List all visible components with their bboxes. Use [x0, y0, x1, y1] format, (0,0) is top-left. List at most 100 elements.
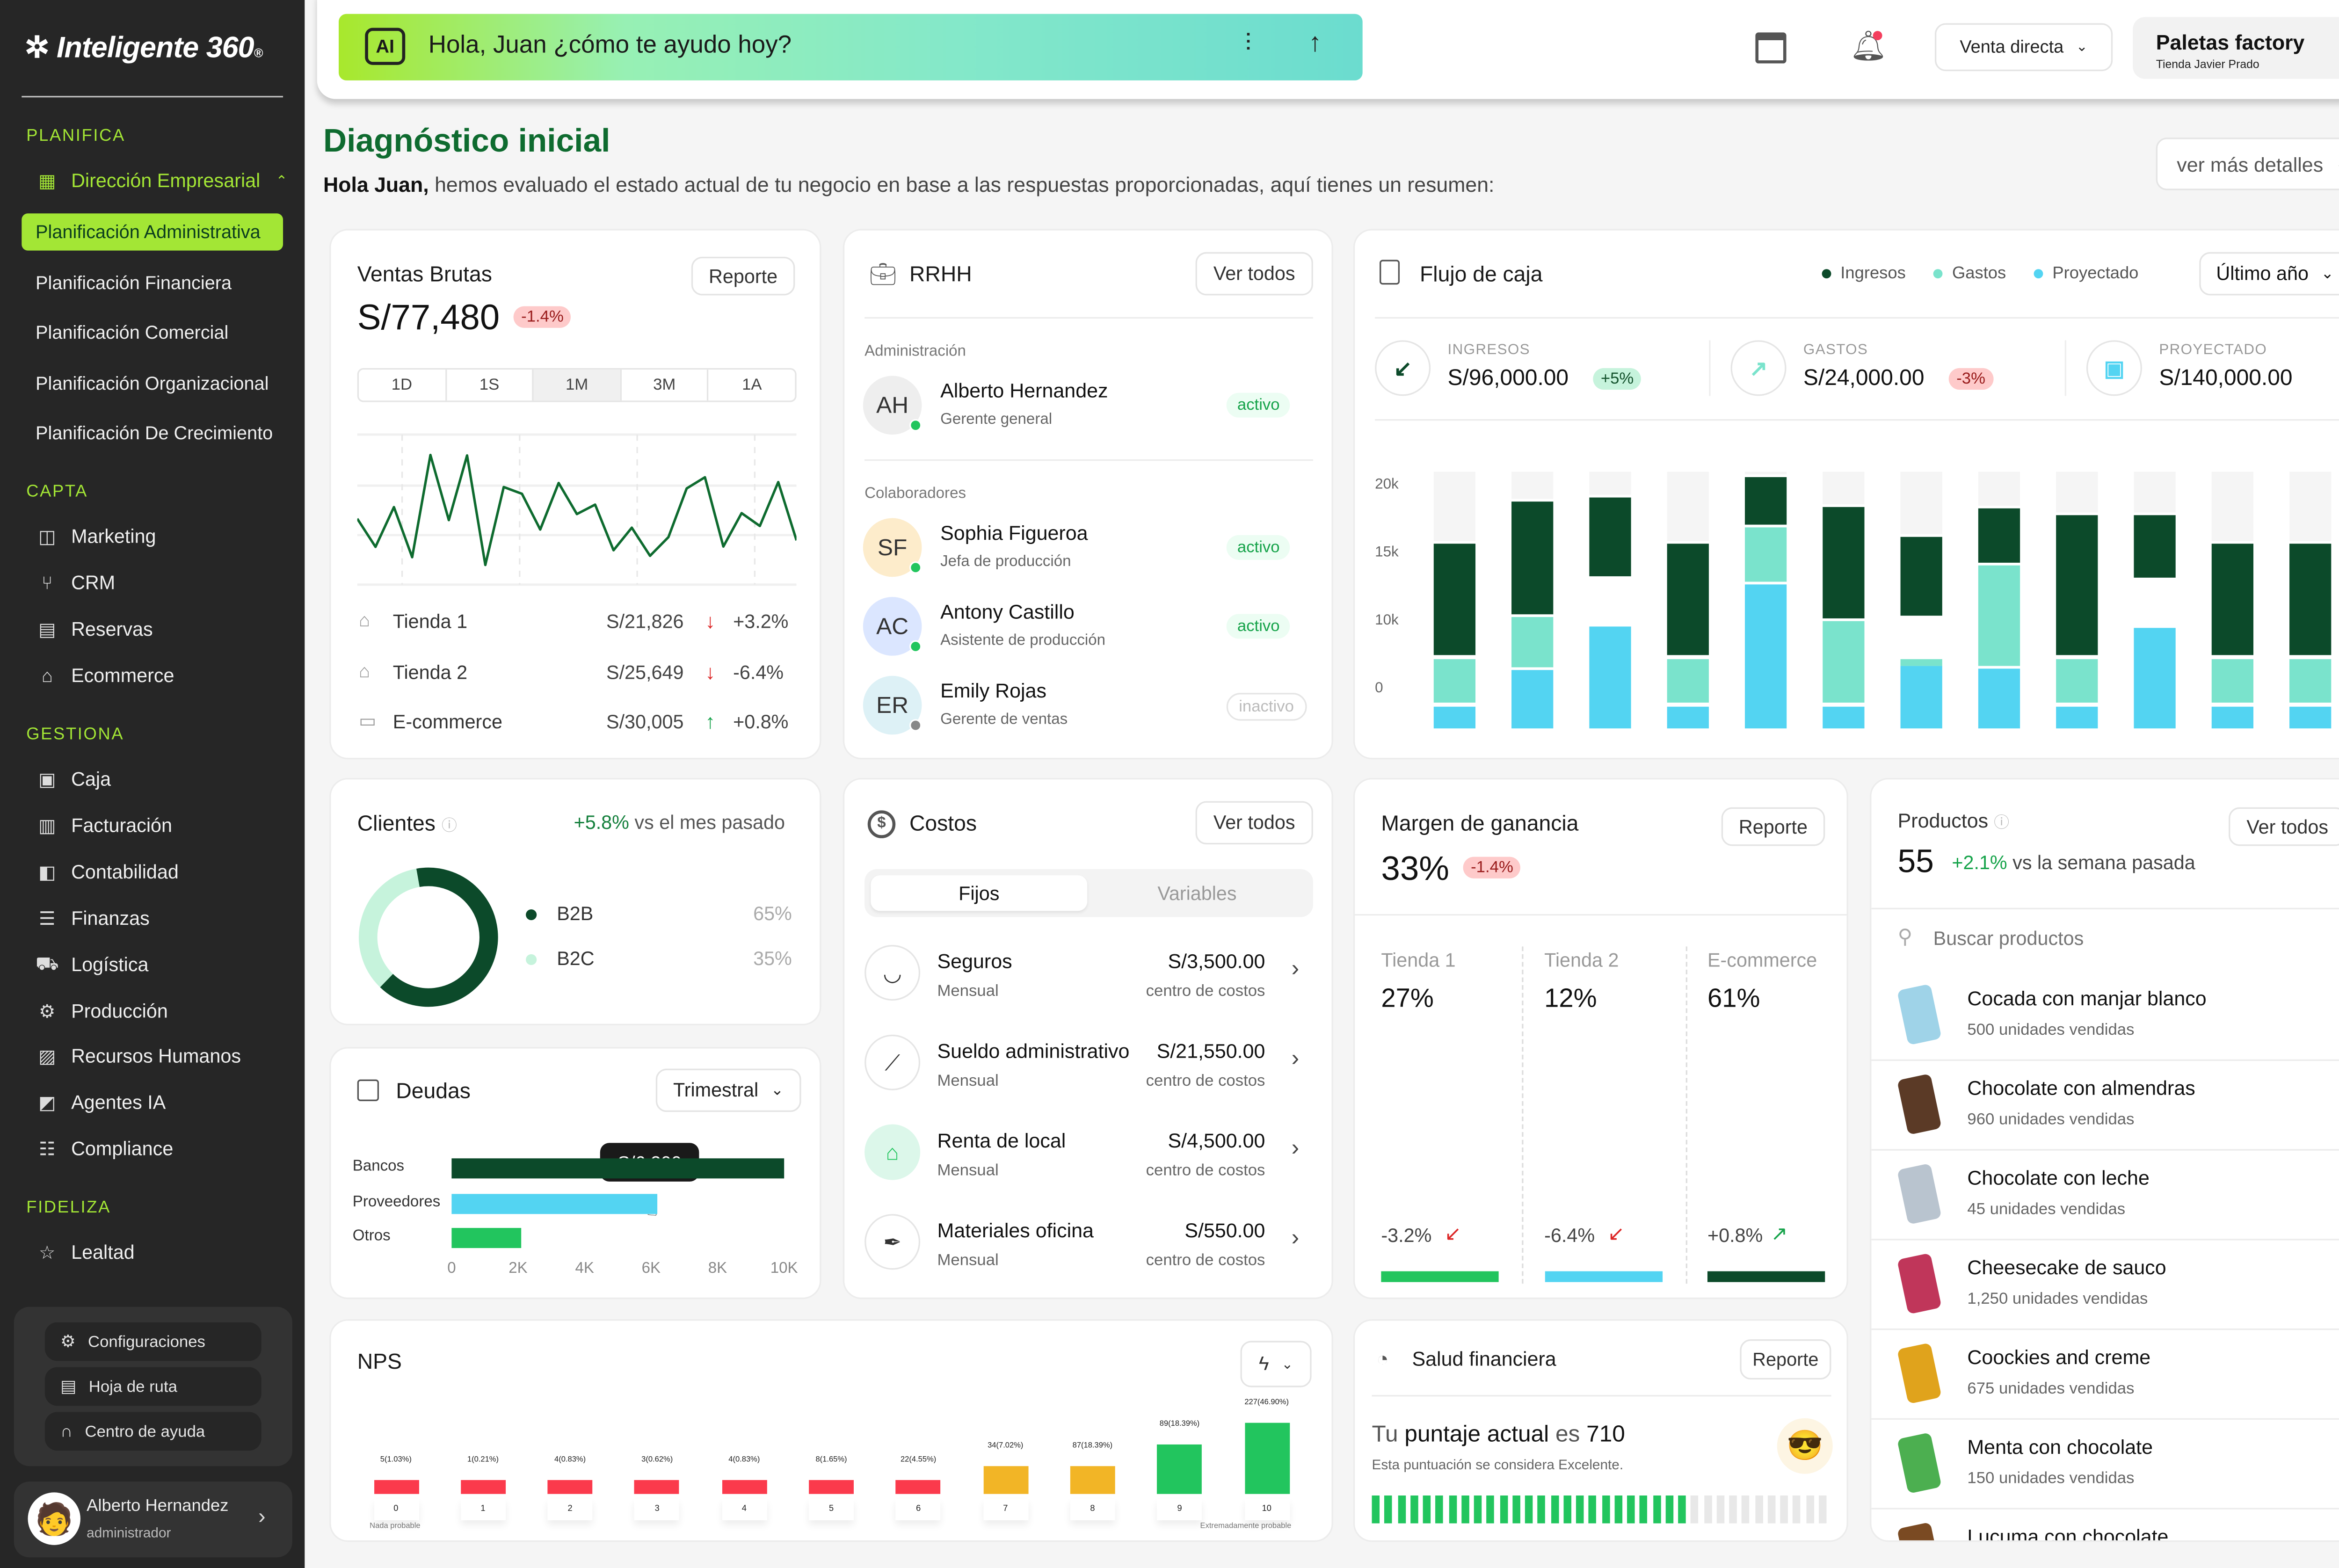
sidebar-item-dirección-empresarial[interactable]: ▦ Dirección Empresarial ⌃	[36, 164, 287, 198]
view-all-button[interactable]: Ver todos	[2229, 807, 2339, 846]
avatar: AC	[863, 597, 922, 656]
product-name[interactable]: Cheesecake de sauco	[1967, 1256, 2166, 1279]
tab-fijos[interactable]: Fijos	[871, 875, 1088, 911]
period-dropdown[interactable]: Último año ⌄	[2199, 252, 2339, 296]
chevron-down-icon: ⌄	[2076, 38, 2088, 54]
info-icon[interactable]: ⓘ	[441, 818, 457, 835]
ai-assistant-bar[interactable]: AI Hola, Juan ¿cómo te ayudo hoy? ⫶ ↑	[339, 14, 1363, 80]
sidebar-item-compliance[interactable]: ☷ Compliance	[36, 1132, 173, 1167]
top-header: AI Hola, Juan ¿cómo te ayudo hoy? ⫶ ↑ 🔔︎…	[317, 0, 2339, 99]
sidebar-item-caja[interactable]: ▣ Caja	[36, 762, 111, 797]
bar-ingresos	[2134, 515, 2176, 578]
star-icon: ☆	[39, 1241, 56, 1264]
send-arrow-icon[interactable]: ↑	[1308, 28, 1322, 58]
sidebar-item-facturación[interactable]: ▥ Facturación	[36, 809, 172, 843]
period-dropdown[interactable]: Trimestral ⌄	[655, 1068, 801, 1112]
sidebar-subitem[interactable]: Planificación Administrativa	[22, 213, 283, 251]
calendar-icon[interactable]	[1755, 32, 1787, 64]
sidebar-item-recursos-humanos[interactable]: ▨ Recursos Humanos	[36, 1040, 241, 1074]
channel-dropdown[interactable]: Venta directa ⌄	[1934, 23, 2113, 72]
score-segment-filled	[1499, 1495, 1508, 1524]
sales-trend-line	[357, 454, 797, 566]
product-image	[1896, 1432, 1942, 1494]
x-tick-label: 8K	[708, 1260, 727, 1278]
range-tab-1A[interactable]: 1A	[707, 370, 795, 401]
bar-background	[1823, 472, 1865, 505]
store-change: -3.2%	[1381, 1225, 1432, 1247]
sidebar-item-contabilidad[interactable]: ◧ Contabilidad	[36, 855, 179, 889]
factory-icon: ⚙	[39, 1000, 56, 1022]
chevron-right-icon[interactable]: ›	[1291, 1045, 1300, 1072]
sidebar-item-label: Compliance	[71, 1138, 174, 1161]
product-name[interactable]: Coockies and creme	[1967, 1345, 2151, 1369]
score-segment-filled	[1589, 1495, 1597, 1524]
ventas-brutas-card: Ventas Brutas Reporte S/77,480 -1.4% 1D 1…	[329, 229, 821, 760]
button-label: Configuraciones	[88, 1332, 205, 1351]
sidebar-item-crm[interactable]: ⑂ CRM	[36, 566, 115, 600]
pen-icon: ✒	[864, 1214, 921, 1270]
sidebar-item-producción[interactable]: ⚙ Producción	[36, 994, 168, 1028]
range-tab-1D[interactable]: 1D	[391, 376, 413, 395]
product-name[interactable]: Chocolate con leche	[1967, 1166, 2150, 1190]
sidebar-subitem[interactable]: Planificación De Crecimiento	[36, 422, 273, 444]
chevron-right-icon[interactable]: ›	[1291, 956, 1300, 982]
segment-name: B2B	[557, 903, 594, 925]
sidebar-subitem[interactable]: Planificación Comercial	[36, 321, 229, 343]
sidebar-item-finanzas[interactable]: ☰ Finanzas	[36, 901, 150, 935]
brand-logo[interactable]: ✲ Inteligente 360®	[24, 32, 263, 65]
tab-variables[interactable]: Variables	[1157, 882, 1237, 904]
footer-configuraciones-button[interactable]: ⚙ Configuraciones	[44, 1322, 262, 1361]
sidebar-item-reservas[interactable]: ▤ Reservas	[36, 612, 153, 646]
user-profile[interactable]: 🧑 Alberto Hernandez administrador ›	[14, 1481, 292, 1558]
person-name: Alberto Hernandez	[940, 378, 1108, 402]
ai-prompt-input[interactable]: Hola, Juan ¿cómo te ayudo hoy?	[428, 32, 792, 59]
nps-score-label: 7	[983, 1498, 1028, 1520]
store-name: Tienda 1	[392, 610, 468, 633]
kpi-change-badge: +5%	[1593, 368, 1642, 390]
voice-icon[interactable]: ⫶	[1245, 31, 1251, 58]
score-segment-filled	[1423, 1495, 1431, 1524]
nps-bar-label: 8(1.65%)	[815, 1455, 847, 1465]
sidebar-item-marketing[interactable]: ◫ Marketing	[36, 520, 156, 554]
footer-centro-de-ayuda-button[interactable]: ∩ Centro de ayuda	[44, 1412, 262, 1451]
kpi-value: S/140,000.00	[2159, 366, 2293, 392]
sidebar-item-agentes-ia[interactable]: ◩ Agentes IA	[36, 1086, 166, 1120]
rrhh-card: 💼︎ RRHH Ver todos Administración Colabor…	[843, 229, 1333, 760]
range-tab-1M[interactable]: 1M	[532, 370, 620, 401]
company-switcher[interactable]: Paletas factory Tienda Javier Prado	[2133, 17, 2339, 79]
range-tab-3M[interactable]: 3M	[620, 370, 707, 401]
sidebar-item-logística[interactable]: ⛟ Logística	[36, 947, 148, 981]
sidebar-item-ecommerce[interactable]: ⌂ Ecommerce	[36, 658, 174, 692]
bar-proyectado	[1823, 706, 1865, 729]
store-name: Tienda 1	[1381, 949, 1456, 972]
report-button[interactable]: Reporte	[1740, 1339, 1831, 1380]
view-all-button[interactable]: Ver todos	[1195, 252, 1313, 296]
salud-financiera-card: ◔ Salud financiera Reporte Tu puntaje ac…	[1353, 1319, 1848, 1542]
product-name[interactable]: Lucuma con chocolate	[1967, 1524, 2169, 1542]
sidebar-subitem[interactable]: Planificación Financiera	[36, 271, 232, 293]
chevron-right-icon[interactable]: ›	[1291, 1225, 1300, 1251]
divider	[1871, 1328, 2339, 1330]
report-button[interactable]: Reporte	[691, 256, 795, 296]
view-all-button[interactable]: Ver todos	[1195, 801, 1313, 845]
sidebar-item-lealtad[interactable]: ☆ Lealtad	[36, 1236, 135, 1270]
product-name[interactable]: Menta con chocolate	[1967, 1435, 2153, 1459]
score-segment-filled	[1435, 1495, 1444, 1524]
person-name: Antony Castillo	[940, 600, 1075, 624]
kpi-change-badge: -3%	[1948, 368, 1993, 390]
report-button[interactable]: Reporte	[1721, 807, 1825, 846]
sidebar-subitem[interactable]: Planificación Organizacional	[36, 372, 269, 394]
product-name[interactable]: Chocolate con almendras	[1967, 1076, 2195, 1100]
chevron-right-icon[interactable]: ›	[1291, 1135, 1300, 1161]
nps-bar-label: 5(1.03%)	[380, 1455, 412, 1465]
product-name[interactable]: Cocada con manjar blanco	[1967, 987, 2207, 1010]
more-details-dropdown[interactable]: ver más detalles⌄	[2156, 138, 2339, 190]
legend-item: Gastos	[1933, 264, 2006, 283]
nps-filter-dropdown[interactable]: ϟ ⌄	[1240, 1341, 1312, 1387]
range-tab-1S[interactable]: 1S	[444, 370, 532, 401]
footer-hoja-de-ruta-button[interactable]: ▤ Hoja de ruta	[44, 1367, 262, 1406]
info-icon[interactable]: ⓘ	[1994, 815, 2010, 832]
product-search-input[interactable]	[1933, 922, 2336, 956]
bar-background	[1744, 472, 1787, 475]
bar-background	[2134, 472, 2176, 513]
